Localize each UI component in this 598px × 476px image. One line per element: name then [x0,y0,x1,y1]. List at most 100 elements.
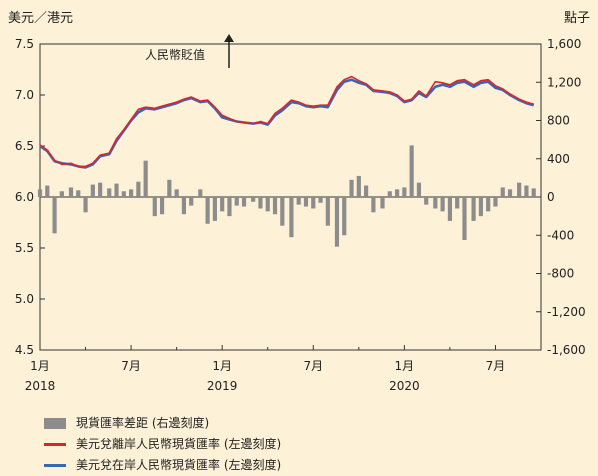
spread-bar [455,197,460,209]
depreciation-annotation: 人民幣貶值 [145,47,205,62]
legend-label-offshore: 美元兌離岸人民幣現貨匯率 (左邊刻度) [76,437,282,451]
spread-bar [380,197,385,209]
spread-bar [364,185,369,197]
left-tick-label: 7.0 [15,88,34,102]
spread-bar [433,197,438,209]
x-year-label: 2018 [25,379,56,393]
right-tick-label: -1,200 [547,305,586,319]
spread-bar [136,181,141,197]
spread-bar [387,191,392,197]
spread-bar [524,185,529,197]
spread-bar [311,197,316,209]
spread-bar [52,197,57,234]
spread-bar [500,187,505,197]
spread-bar [37,189,43,197]
x-tick-label: 1月 [30,359,50,373]
x-year-label: 2019 [207,379,238,393]
spread-bar [234,197,239,206]
spread-bar [227,197,232,217]
spread-bar [129,189,134,197]
offshore-line [39,75,534,168]
left-tick-label: 7.5 [15,37,34,51]
spread-bar [107,188,112,197]
spread-bar [356,175,361,197]
legend-item-onshore: 美元兌在岸人民幣現貨匯率 (左邊刻度) [44,455,281,476]
spread-bar [334,197,340,247]
right-tick-label: -800 [547,267,574,281]
legend: 現貨匯率差距 (右邊刻度) 美元兌離岸人民幣現貨匯率 (左邊刻度) 美元兌在岸人… [44,413,281,476]
spread-bar [181,197,187,215]
spread-bar [272,197,278,215]
left-tick-label: 6.5 [15,139,34,153]
left-axis-title: 美元／港元 [8,11,73,26]
right-tick-label: 800 [547,114,570,128]
right-tick-label: 1,200 [547,75,581,89]
legend-item-spread: 現貨匯率差距 (右邊刻度) [44,413,281,434]
spread-bar [90,184,95,197]
x-tick-label: 7月 [121,359,141,373]
spread-bar [531,188,536,197]
spread-bar [265,197,270,212]
spread-bar [394,189,400,197]
fx-lines-group [39,75,535,169]
spread-bar [212,197,217,221]
spread-bar [159,197,165,215]
arrow-head-icon [224,34,234,42]
chart-canvas: 4.5 5.0 5.5 6.0 6.5 7.0 7.5 -1,600 -1,200 -800 -40… [8,11,590,393]
spread-bar [83,197,88,213]
spread-bar [241,197,247,207]
right-tick-label: -1,600 [547,343,586,357]
spread-bar [174,189,179,197]
right-tick-label: 1,600 [547,37,581,51]
spread-bar [121,191,126,197]
legend-label-spread: 現貨匯率差距 (右邊刻度) [76,416,210,430]
x-tick-label: 7月 [486,359,506,373]
spread-bar [325,197,330,226]
spread-bar [409,145,414,197]
spread-bar [289,197,294,238]
spread-bars-group [37,145,536,247]
onshore-line [39,78,535,169]
spread-bar [447,197,452,221]
spread-bar [402,187,407,197]
left-tick-label: 5.5 [15,241,34,255]
spread-bar [220,197,225,212]
x-tick-label: 7月 [303,359,323,373]
spread-bar [318,197,323,203]
left-tick-label: 4.5 [15,343,34,357]
spread-bar [76,190,81,197]
spread-bar [416,182,422,197]
spread-bar [205,197,210,224]
spread-bar [471,197,476,221]
spread-bar [424,197,429,205]
legend-swatch-offshore [44,443,66,446]
axis-labels-group: 4.5 5.0 5.5 6.0 6.5 7.0 7.5 -1,600 -1,200 -800 -40… [8,11,590,393]
spread-bar [167,179,172,197]
spread-bar [478,197,483,217]
spread-bar [198,189,203,197]
right-axis-title: 點子 [564,11,590,26]
spread-bar [251,197,256,202]
spread-bar [371,197,376,213]
legend-swatch-onshore [44,464,66,467]
x-tick-label: 1月 [212,359,232,373]
right-tick-label: 0 [547,190,555,204]
legend-swatch-spread [44,418,66,429]
spread-bar [517,182,522,197]
spread-bar [98,182,103,197]
x-tick-label: 1月 [395,359,415,373]
spread-bar [507,189,513,197]
left-tick-label: 5.0 [15,292,34,306]
spread-bar [45,185,50,197]
left-tick-label: 6.0 [15,190,34,204]
x-year-label: 2020 [389,379,420,393]
legend-item-offshore: 美元兌離岸人民幣現貨匯率 (左邊刻度) [44,434,281,455]
spread-bar [114,183,119,197]
spread-bar [296,197,301,205]
right-tick-label: -400 [547,228,574,242]
spread-bar [258,197,263,209]
spread-bar [440,197,445,212]
spread-bar [342,197,347,236]
spread-bar [143,160,148,197]
spread-bar [349,179,354,197]
